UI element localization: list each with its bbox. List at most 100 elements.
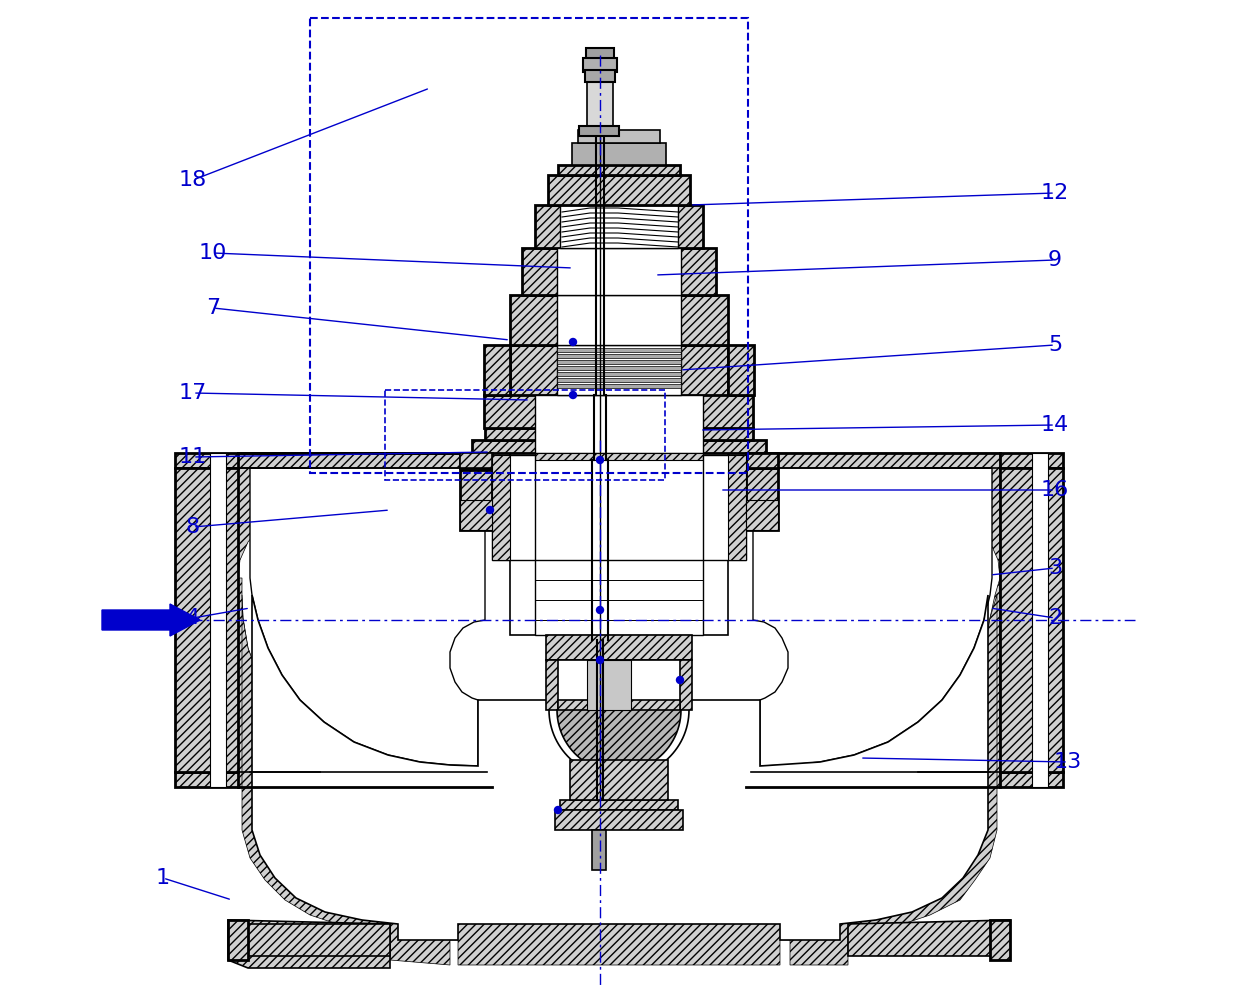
- Polygon shape: [557, 360, 680, 364]
- Polygon shape: [492, 455, 510, 560]
- Polygon shape: [535, 205, 703, 248]
- Polygon shape: [535, 453, 703, 460]
- Polygon shape: [557, 295, 680, 345]
- Polygon shape: [546, 660, 558, 710]
- Polygon shape: [557, 384, 680, 388]
- Polygon shape: [557, 710, 680, 772]
- Polygon shape: [583, 58, 618, 72]
- Circle shape: [597, 657, 604, 664]
- Polygon shape: [572, 143, 666, 165]
- Polygon shape: [557, 372, 680, 376]
- Polygon shape: [557, 366, 680, 370]
- Polygon shape: [746, 468, 778, 530]
- Text: 14: 14: [1041, 415, 1070, 435]
- Polygon shape: [990, 920, 1010, 960]
- Polygon shape: [559, 205, 678, 248]
- Polygon shape: [248, 924, 390, 956]
- Polygon shape: [484, 345, 510, 395]
- Text: 7: 7: [206, 298, 220, 318]
- Text: 3: 3: [1049, 558, 1062, 578]
- Polygon shape: [680, 660, 692, 710]
- Circle shape: [487, 507, 494, 514]
- Circle shape: [569, 392, 577, 399]
- Polygon shape: [557, 248, 680, 295]
- Text: 11: 11: [179, 447, 207, 467]
- Polygon shape: [571, 760, 668, 800]
- Circle shape: [677, 677, 683, 683]
- Text: 17: 17: [179, 383, 207, 403]
- Text: 18: 18: [179, 170, 207, 190]
- Text: 13: 13: [1053, 752, 1082, 772]
- Polygon shape: [459, 453, 492, 468]
- Polygon shape: [579, 126, 619, 136]
- Polygon shape: [535, 560, 703, 635]
- Circle shape: [597, 456, 604, 463]
- Polygon shape: [548, 175, 690, 205]
- Polygon shape: [242, 595, 997, 965]
- Polygon shape: [727, 455, 746, 560]
- Polygon shape: [1000, 772, 1063, 787]
- Circle shape: [555, 806, 562, 813]
- Polygon shape: [557, 348, 680, 352]
- Polygon shape: [558, 700, 680, 712]
- FancyArrow shape: [103, 604, 200, 636]
- Polygon shape: [746, 500, 778, 530]
- Polygon shape: [587, 660, 631, 710]
- Text: 10: 10: [199, 243, 227, 263]
- Polygon shape: [459, 500, 492, 530]
- Polygon shape: [550, 660, 689, 778]
- Polygon shape: [228, 920, 248, 960]
- Text: 16: 16: [1041, 480, 1070, 500]
- Polygon shape: [472, 440, 766, 453]
- Polygon shape: [557, 345, 680, 395]
- Polygon shape: [558, 165, 680, 175]
- Polygon shape: [748, 578, 1000, 787]
- Polygon shape: [546, 635, 692, 660]
- Polygon shape: [585, 70, 615, 82]
- Polygon shape: [557, 354, 680, 358]
- Text: 1: 1: [156, 868, 170, 888]
- Polygon shape: [585, 48, 614, 60]
- Circle shape: [597, 606, 604, 613]
- Polygon shape: [748, 453, 1000, 578]
- Polygon shape: [587, 80, 613, 130]
- Polygon shape: [1000, 468, 1063, 772]
- Polygon shape: [522, 248, 716, 295]
- Polygon shape: [210, 453, 226, 787]
- Polygon shape: [459, 470, 492, 530]
- Text: 4: 4: [186, 608, 200, 628]
- Bar: [310, 18, 748, 473]
- Text: 9: 9: [1049, 250, 1062, 270]
- Text: 12: 12: [1041, 183, 1070, 203]
- Polygon shape: [249, 468, 485, 766]
- Polygon shape: [175, 453, 238, 468]
- Polygon shape: [228, 920, 390, 968]
- Polygon shape: [848, 920, 1010, 956]
- Polygon shape: [238, 453, 490, 578]
- Polygon shape: [175, 772, 238, 787]
- Polygon shape: [238, 578, 490, 787]
- Polygon shape: [592, 830, 606, 870]
- Bar: [597, 55, 604, 130]
- Text: 2: 2: [1049, 608, 1062, 628]
- Polygon shape: [727, 345, 755, 395]
- Circle shape: [569, 338, 577, 345]
- Polygon shape: [510, 453, 727, 635]
- Polygon shape: [557, 378, 680, 382]
- Polygon shape: [252, 595, 988, 940]
- Polygon shape: [1032, 453, 1049, 787]
- Polygon shape: [485, 428, 753, 440]
- Polygon shape: [753, 468, 992, 766]
- Polygon shape: [535, 395, 703, 453]
- Polygon shape: [746, 453, 778, 468]
- Polygon shape: [510, 345, 727, 453]
- Polygon shape: [175, 468, 238, 772]
- Polygon shape: [1000, 453, 1063, 468]
- Polygon shape: [492, 455, 535, 560]
- Text: 5: 5: [1047, 335, 1062, 355]
- Polygon shape: [484, 395, 753, 428]
- Polygon shape: [555, 810, 683, 830]
- Polygon shape: [459, 453, 492, 468]
- Polygon shape: [703, 455, 746, 560]
- Polygon shape: [559, 800, 678, 810]
